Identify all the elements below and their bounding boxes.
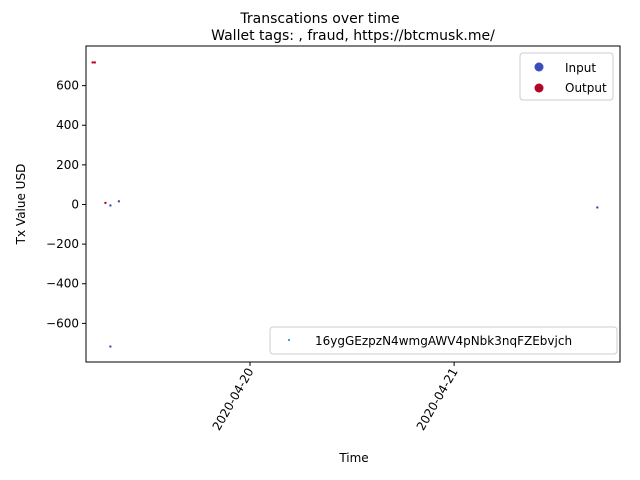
legend-output-label: Output	[565, 81, 607, 95]
chart-title: Wallet tags: , fraud, https://btcmusk.me…	[211, 28, 495, 44]
x-axis-ticks: 2020-04-20 2020-04-21	[210, 362, 461, 433]
y-axis-ticks: 600 400 200 0 −200 −400 −600	[46, 79, 86, 330]
chart-suptitle: Transcations over time	[239, 11, 399, 27]
x-axis-label: Time	[338, 451, 368, 465]
legend-input-marker	[534, 62, 544, 72]
legend-output-marker	[534, 83, 544, 93]
legend-input-label: Input	[565, 61, 596, 75]
legend-series: Input Output	[519, 52, 614, 101]
y-tick-label: −400	[46, 277, 79, 291]
data-point-output	[93, 61, 96, 64]
data-point-input	[596, 206, 599, 209]
legend-wallet-label: 16ygGEzpzN4wmgAWV4pNbk3nqFZEbvjch	[315, 334, 572, 348]
x-tick-label: 2020-04-21	[414, 366, 461, 433]
data-point-output	[104, 201, 107, 205]
data-point-input	[117, 200, 121, 203]
legend-wallet-box	[269, 326, 618, 355]
x-tick-label: 2020-04-20	[210, 366, 257, 433]
data-point-input	[109, 345, 112, 348]
y-tick-label: −600	[46, 316, 79, 330]
legend-wallet-marker	[288, 339, 290, 341]
y-axis-label: Tx Value USD	[14, 164, 28, 246]
plot-frame	[85, 45, 621, 363]
y-tick-label: 600	[56, 79, 79, 93]
data-points	[91, 61, 599, 348]
y-tick-label: 0	[71, 197, 79, 211]
data-point-output	[91, 61, 94, 64]
y-tick-label: 200	[56, 158, 79, 172]
legend-wallet: 16ygGEzpzN4wmgAWV4pNbk3nqFZEbvjch	[269, 326, 618, 355]
y-tick-label: −200	[46, 237, 79, 251]
data-point-input	[109, 204, 112, 207]
y-tick-label: 400	[56, 118, 79, 132]
